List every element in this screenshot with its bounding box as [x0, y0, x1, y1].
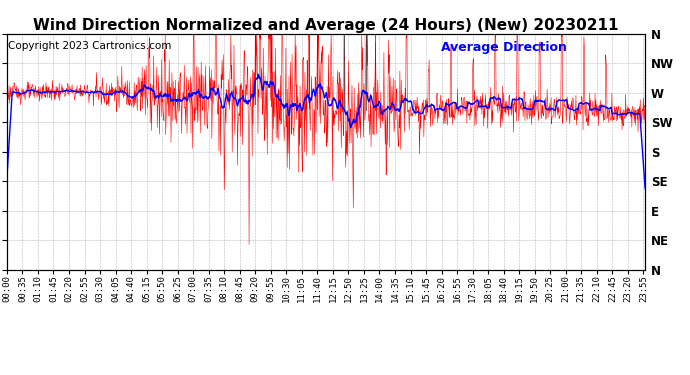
Text: Average Direction: Average Direction — [441, 41, 566, 54]
Text: Copyright 2023 Cartronics.com: Copyright 2023 Cartronics.com — [8, 41, 172, 51]
Title: Wind Direction Normalized and Average (24 Hours) (New) 20230211: Wind Direction Normalized and Average (2… — [33, 18, 619, 33]
